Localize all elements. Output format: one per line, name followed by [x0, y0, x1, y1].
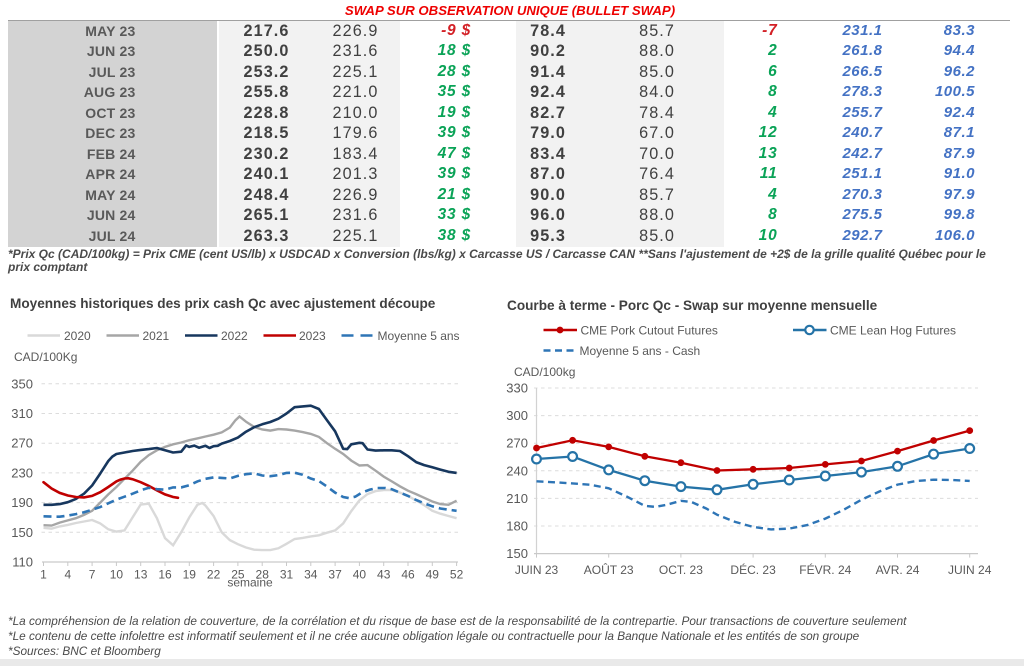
- svg-text:150: 150: [506, 546, 528, 561]
- svg-text:Moyenne 5 ans: Moyenne 5 ans: [378, 329, 460, 343]
- svg-text:22: 22: [207, 568, 221, 582]
- svg-text:230: 230: [11, 465, 33, 480]
- svg-text:CME Lean Hog Futures: CME Lean Hog Futures: [830, 324, 956, 338]
- svg-text:34: 34: [304, 568, 318, 582]
- svg-text:Moyenne 5 ans - Cash: Moyenne 5 ans - Cash: [580, 344, 701, 358]
- svg-text:310: 310: [11, 406, 33, 421]
- svg-text:240: 240: [506, 463, 528, 478]
- svg-text:270: 270: [506, 436, 528, 451]
- svg-text:19: 19: [183, 568, 197, 582]
- svg-text:DÉC. 23: DÉC. 23: [730, 562, 776, 577]
- svg-text:AOÛT 23: AOÛT 23: [584, 562, 634, 577]
- svg-text:10: 10: [110, 568, 124, 582]
- svg-text:350: 350: [11, 376, 33, 391]
- svg-text:49: 49: [426, 568, 440, 582]
- svg-text:2021: 2021: [143, 329, 170, 343]
- svg-text:13: 13: [134, 568, 148, 582]
- svg-text:52: 52: [450, 568, 464, 582]
- svg-text:semaine: semaine: [227, 576, 273, 590]
- svg-text:7: 7: [89, 568, 96, 582]
- svg-text:40: 40: [353, 568, 367, 582]
- svg-text:180: 180: [506, 519, 528, 534]
- svg-text:JUIN 24: JUIN 24: [948, 563, 992, 577]
- svg-text:4: 4: [64, 568, 71, 582]
- svg-text:150: 150: [11, 525, 33, 540]
- svg-text:AVR. 24: AVR. 24: [876, 563, 920, 577]
- svg-text:270: 270: [11, 436, 33, 451]
- svg-text:28: 28: [256, 568, 270, 582]
- svg-text:2023: 2023: [299, 329, 326, 343]
- svg-text:110: 110: [12, 555, 33, 570]
- svg-text:190: 190: [11, 495, 33, 510]
- svg-text:210: 210: [506, 491, 528, 506]
- svg-text:OCT. 23: OCT. 23: [659, 563, 703, 577]
- svg-text:FÉVR. 24: FÉVR. 24: [799, 562, 851, 577]
- svg-text:43: 43: [377, 568, 391, 582]
- svg-text:25: 25: [231, 568, 245, 582]
- svg-text:31: 31: [280, 568, 294, 582]
- svg-text:2022: 2022: [221, 329, 248, 343]
- svg-text:2020: 2020: [64, 329, 91, 343]
- svg-text:46: 46: [401, 568, 415, 582]
- svg-text:CME Pork Cutout Futures: CME Pork Cutout Futures: [581, 324, 718, 338]
- svg-text:330: 330: [506, 381, 528, 396]
- svg-text:16: 16: [158, 568, 172, 582]
- svg-text:300: 300: [506, 408, 528, 423]
- svg-text:1: 1: [40, 568, 47, 582]
- svg-text:JUIN 23: JUIN 23: [515, 563, 559, 577]
- svg-text:37: 37: [328, 568, 342, 582]
